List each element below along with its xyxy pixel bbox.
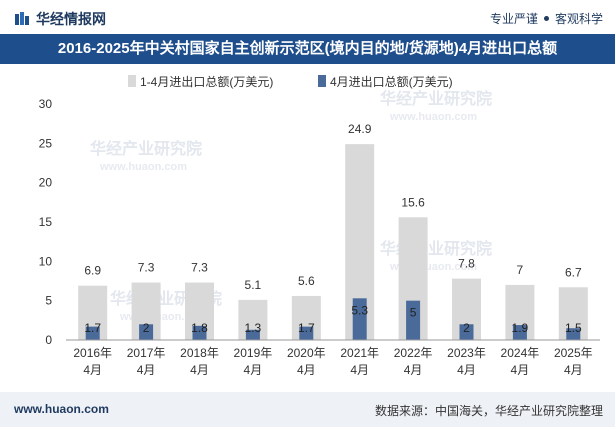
brand: 华经情报网 [14,9,106,29]
data-label-april: 5.3 [351,303,368,317]
x-tick-label-month: 4月 [564,363,583,377]
bar-april [406,300,421,340]
y-tick-label: 10 [39,254,53,268]
legend-swatch [128,75,136,87]
bar-april [459,324,474,340]
data-label-total: 6.9 [84,264,101,278]
bar-april [245,329,260,340]
x-tick-label-month: 4月 [511,363,530,377]
x-tick-label-year: 2023年 [447,346,486,360]
watermark-en: www.huaon.com [99,161,187,173]
tagline-left: 专业严谨 [489,12,538,26]
y-tick-label: 20 [39,176,53,190]
footer: www.huaon.com 数据来源：中国海关，华经产业研究院整理 [0,392,615,427]
x-tick-label-month: 4月 [137,363,156,377]
bar-april [352,298,367,340]
bar-april [85,326,100,340]
y-tick-label: 5 [45,294,52,308]
x-tick-label-year: 2018年 [180,346,219,360]
brand-name: 华经情报网 [36,11,106,27]
x-tick-label-month: 4月 [457,363,476,377]
x-tick-label-month: 4月 [244,363,263,377]
tagline-dot-icon [543,16,549,22]
brand-logo-icon [15,12,29,25]
x-tick-label-month: 4月 [297,363,316,377]
y-axis: 0 5 10 15 20 25 30 [39,97,53,347]
data-label-april: 1.7 [84,321,101,335]
data-label-total: 5.1 [245,278,262,292]
y-tick-label: 15 [39,215,53,229]
bar-april [192,325,207,340]
chart-title: 2016-2025年中关村国家自主创新示范区(境内目的地/货源地)4月进出口总额 [57,40,558,57]
bar-april [512,325,527,340]
data-label-total: 15.6 [401,195,425,209]
data-labels: 6.9 1.7 7.3 2 7.3 1.8 5.1 1.3 5.6 1.7 24.9 5.3 15.6 5… [84,122,582,335]
tagline: 专业严谨 客观科学 [490,10,603,27]
data-label-total: 7 [517,263,524,277]
x-tick-label-year: 2024年 [501,346,540,360]
bar-april [299,326,314,340]
x-tick-label-month: 4月 [190,363,209,377]
data-label-total: 6.7 [565,265,582,279]
x-tick-label-year: 2020年 [287,346,326,360]
data-label-total: 5.6 [298,274,315,288]
x-tick-label-year: 2021年 [340,346,379,360]
data-label-total: 7.3 [191,261,208,275]
legend-label: 4月进出口总额(万美元) [330,75,453,89]
data-label-total: 24.9 [348,122,372,136]
x-tick-label-month: 4月 [350,363,369,377]
y-tick-label: 30 [39,97,53,111]
data-label-total: 7.3 [138,261,155,275]
legend-label: 1-4月进出口总额(万美元) [140,75,273,89]
footer-url[interactable]: www.huaon.com [14,402,109,416]
data-label-april: 1.3 [245,321,262,335]
title-bar: 2016-2025年中关村国家自主创新示范区(境内目的地/货源地)4月进出口总额 [0,34,615,64]
tagline-right: 客观科学 [554,12,603,26]
data-label-april: 1.7 [298,321,315,335]
data-label-april: 1.5 [565,321,582,335]
data-label-total: 7.8 [458,257,475,271]
data-label-april: 1.9 [512,321,529,335]
x-axis: 2016年 4月 2017年 4月 2018年 4月 2019年 4月 2020年 4月 2021年… [66,339,600,377]
x-tick-label-year: 2025年 [554,346,593,360]
y-tick-label: 25 [39,136,53,150]
footer-source: 数据来源：中国海关，华经产业研究院整理 [374,404,603,418]
top-bar: 华经情报网 专业严谨 客观科学 [0,0,615,34]
data-label-april: 1.8 [191,321,208,335]
data-label-april: 2 [143,321,150,335]
x-tick-label-year: 2022年 [394,346,433,360]
bar-april [139,324,154,340]
watermark-en: www.huaon.com [389,111,477,123]
bar-april [566,328,581,340]
x-tick-label-month: 4月 [404,363,423,377]
legend-swatch [318,75,326,87]
x-tick-label-year: 2016年 [73,346,112,360]
watermark-cn: 华经产业研究院 [380,89,492,108]
x-tick-label-year: 2019年 [234,346,273,360]
data-label-april: 2 [463,321,470,335]
bars [78,144,588,340]
watermark-cn: 华经产业研究院 [90,139,202,158]
y-tick-label: 0 [45,333,52,347]
x-tick-label-month: 4月 [83,363,102,377]
x-tick-label-year: 2017年 [127,346,166,360]
watermark-cn: 华经产业研究院 [380,239,492,258]
chart: 华经产业研究院 www.huaon.com 华经产业研究院 www.huaon.com… [39,75,600,377]
data-label-april: 5 [410,306,417,320]
legend: 1-4月进出口总额(万美元) 4月进出口总额(万美元) [128,75,453,89]
